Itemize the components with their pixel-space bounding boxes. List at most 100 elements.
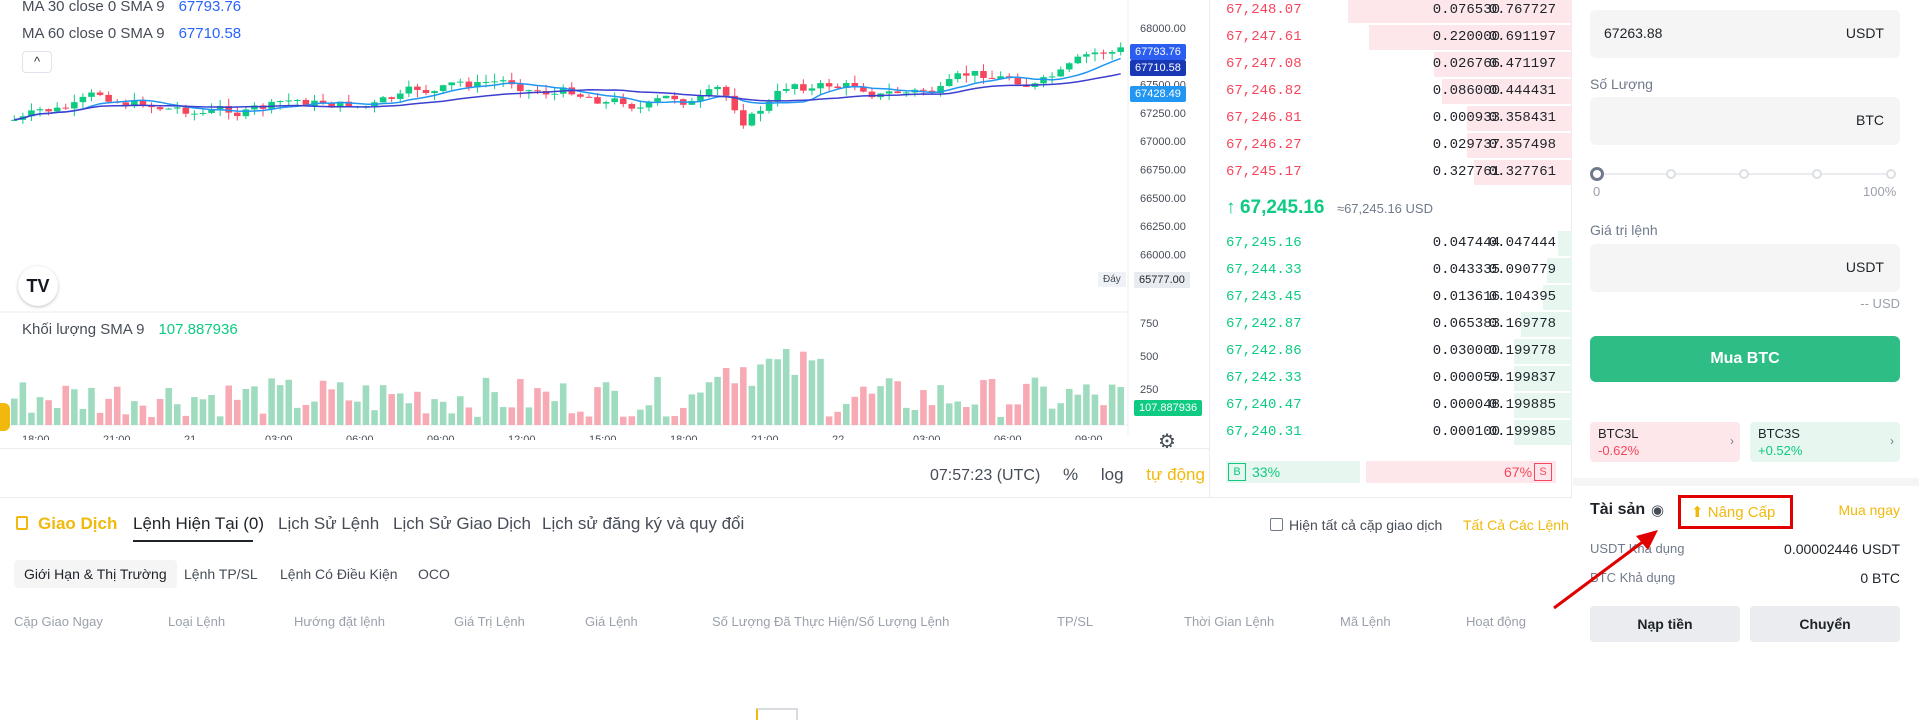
candle-body <box>662 95 670 99</box>
volume-bar <box>345 400 353 425</box>
tab-subscription-history[interactable]: Lịch sử đăng ký và quy đổi <box>542 514 745 533</box>
show-all-checkbox[interactable] <box>1270 518 1283 531</box>
candle-body <box>79 96 87 103</box>
ask-row[interactable]: 67,247.61 0.220000 0.691197 <box>1210 24 1572 51</box>
bid-price: 67,245.16 <box>1226 235 1302 251</box>
ma30-line <box>14 57 1121 121</box>
ask-price: 67,246.81 <box>1226 110 1302 126</box>
slider-handle[interactable] <box>1590 167 1604 181</box>
bid-row[interactable]: 67,245.16 0.047444 0.047444 <box>1210 230 1572 257</box>
tab-trade-history[interactable]: Lịch Sử Giao Dịch <box>393 514 531 533</box>
sell-ratio-bar <box>1366 461 1556 483</box>
slider-step[interactable] <box>1812 169 1822 179</box>
order-value-input[interactable]: USDT <box>1590 244 1900 292</box>
btc3s-card[interactable]: BTC3S +0.52% › <box>1750 422 1900 462</box>
candle-body <box>191 113 198 115</box>
ask-row[interactable]: 67,246.82 0.086000 0.444431 <box>1210 78 1572 105</box>
candle-body <box>920 89 927 91</box>
price-unit: USDT <box>1845 25 1884 41</box>
volume-bar <box>594 387 601 425</box>
volume-bar <box>551 401 558 425</box>
price-input[interactable]: 67263.88 USDT <box>1590 10 1900 58</box>
all-orders-link[interactable]: Tất Cả Các Lệnh <box>1463 517 1569 533</box>
slider-step[interactable] <box>1886 169 1896 179</box>
volume-bar <box>28 412 35 425</box>
slider-step[interactable] <box>1739 169 1749 179</box>
upgrade-highlight[interactable]: ⬆ Nâng Cấp <box>1678 495 1793 529</box>
volume-bar <box>782 349 790 425</box>
subtab-tpsl[interactable]: Lệnh TP/SL <box>184 566 258 582</box>
candle-body <box>105 94 112 102</box>
qty-input[interactable]: BTC <box>1590 97 1900 145</box>
subtab-oco[interactable]: OCO <box>418 566 450 582</box>
volume-bar <box>860 386 867 425</box>
bid-row[interactable]: 67,242.86 0.030000 0.199778 <box>1210 338 1572 365</box>
ask-row[interactable]: 67,245.17 0.327761 0.327761 <box>1210 159 1572 186</box>
ask-price: 67,247.61 <box>1226 29 1302 45</box>
subtab-limit-market[interactable]: Giới Hạn & Thị Trường <box>14 560 177 588</box>
ask-row[interactable]: 67,247.08 0.026766 0.471197 <box>1210 51 1572 78</box>
slider-step[interactable] <box>1666 169 1676 179</box>
btc3l-card[interactable]: BTC3L -0.62% › <box>1590 422 1740 462</box>
subtab-conditional[interactable]: Lệnh Có Điều Kiện <box>280 566 398 582</box>
volume-bar <box>362 385 370 425</box>
volume-bar <box>1057 403 1064 425</box>
volume-value: 107.887936 <box>158 321 238 338</box>
log-toggle[interactable]: log <box>1100 465 1124 484</box>
gear-icon[interactable]: ⚙ <box>1158 431 1176 453</box>
tab-open-orders[interactable]: Lệnh Hiện Tại (0) <box>133 514 265 533</box>
volume-bar <box>173 404 181 425</box>
buy-btc-button[interactable]: Mua BTC <box>1590 336 1900 382</box>
candle-body <box>945 79 953 86</box>
depth-bar <box>1442 79 1572 104</box>
ask-row[interactable]: 67,246.81 0.000933 0.358431 <box>1210 105 1572 132</box>
volume-bar <box>920 390 927 425</box>
upgrade-link[interactable]: ⬆ Nâng Cấp <box>1691 503 1775 521</box>
time-tick-label: 03:00 <box>913 434 941 440</box>
auto-toggle[interactable]: tự động <box>1146 465 1205 484</box>
bid-row[interactable]: 67,242.87 0.065383 0.169778 <box>1210 311 1572 338</box>
ma60-price-tag: 67710.58 <box>1130 60 1186 76</box>
tab-order-history[interactable]: Lịch Sử Lệnh <box>278 514 380 533</box>
transfer-button[interactable]: Chuyển <box>1750 606 1900 642</box>
bid-row[interactable]: 67,244.33 0.043335 0.090779 <box>1210 257 1572 284</box>
volume-bar <box>954 401 962 425</box>
bid-row[interactable]: 67,240.31 0.000100 0.199985 <box>1210 419 1572 446</box>
volume-bar <box>808 360 816 425</box>
collapse-legend-button[interactable]: ^ <box>22 51 52 73</box>
show-all-pairs-label[interactable]: Hiện tất cả cặp giao dịch <box>1289 517 1443 533</box>
volume-bar <box>1100 405 1107 425</box>
volume-bar <box>1108 384 1116 425</box>
candle-body <box>534 90 541 92</box>
tradingview-logo[interactable]: TV <box>18 266 58 306</box>
order-value-unit: USDT <box>1845 259 1884 275</box>
candle-body <box>705 89 713 96</box>
bid-row[interactable]: 67,240.47 0.000048 0.199885 <box>1210 392 1572 419</box>
chevron-right-icon: › <box>1890 434 1894 448</box>
ask-row[interactable]: 67,248.07 0.076530 0.767727 <box>1210 0 1572 24</box>
bid-row[interactable]: 67,243.45 0.013616 0.104395 <box>1210 284 1572 311</box>
volume-bar <box>1040 386 1047 425</box>
price-chart[interactable]: 68000.0067750.0067500.0067250.0067000.00… <box>0 0 1210 440</box>
candle-body <box>894 91 901 93</box>
bid-row[interactable]: 67,242.33 0.000059 0.199837 <box>1210 365 1572 392</box>
buy-now-link[interactable]: Mua ngay <box>1838 502 1900 518</box>
volume-bar <box>559 383 567 425</box>
tab-trade[interactable]: Giao Dịch <box>38 514 118 533</box>
qty-slider[interactable] <box>1590 166 1900 182</box>
candle-body <box>336 101 344 108</box>
usdt-available-value: 0.00002446 USDT <box>1784 541 1900 557</box>
time-tick-label: 18:00 <box>22 434 50 440</box>
bid-total: 0.199885 <box>1488 397 1556 413</box>
candle-body <box>637 107 644 109</box>
drawing-toolbar-handle[interactable] <box>0 403 10 431</box>
deposit-button[interactable]: Nạp tiền <box>1590 606 1740 642</box>
ask-row[interactable]: 67,246.27 0.029737 0.357498 <box>1210 132 1572 159</box>
ask-total: 0.691197 <box>1488 29 1556 45</box>
volume-bar <box>834 411 841 425</box>
btc3l-name: BTC3L <box>1598 426 1639 441</box>
candle-body <box>319 100 327 103</box>
percent-toggle[interactable]: % <box>1063 465 1079 484</box>
eye-icon[interactable]: ◉ <box>1651 502 1665 519</box>
chart-panel[interactable]: 68000.0067750.0067500.0067250.0067000.00… <box>0 0 1210 497</box>
